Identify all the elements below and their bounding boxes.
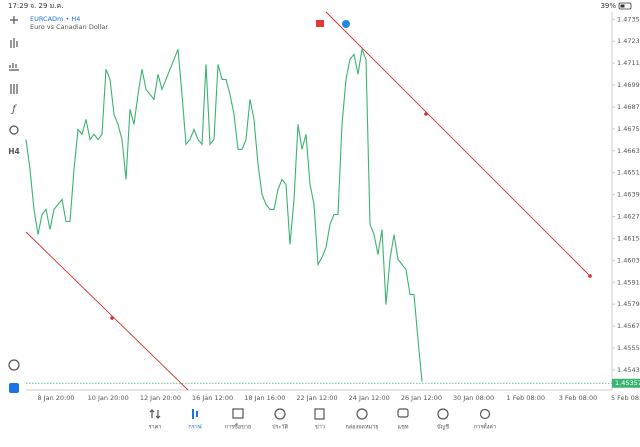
event-icon[interactable]: [316, 20, 324, 27]
nav-icon[interactable]: [274, 408, 286, 420]
x-tick-label: 5 Feb 08:00: [611, 394, 640, 402]
x-tick-label: 22 Jan 12:00: [296, 394, 337, 402]
nav-label[interactable]: การซื้อขาย: [225, 423, 251, 431]
nav-icon[interactable]: [314, 408, 325, 420]
x-tick-label: 24 Jan 12:00: [349, 394, 390, 402]
x-tick-label: 12 Jan 20:00: [140, 394, 181, 402]
x-tick-label: 26 Jan 12:00: [401, 394, 442, 402]
y-tick-label: 1.46270: [617, 213, 640, 221]
current-price-box: [612, 378, 640, 388]
settings-icon[interactable]: [10, 84, 18, 94]
nav-label[interactable]: ราคา: [149, 425, 162, 431]
nav-label[interactable]: บัญชี: [437, 424, 449, 431]
indicators-icon[interactable]: [9, 63, 19, 71]
timeframe[interactable]: H4: [8, 147, 20, 156]
x-tick-label: 3 Feb 08:00: [559, 394, 598, 402]
candles-icon[interactable]: [10, 38, 18, 48]
y-tick-label: 1.45790: [617, 300, 640, 308]
y-tick-label: 1.46750: [617, 125, 640, 133]
status-time: 17:29: [8, 2, 28, 10]
status-date: จ. 29 ม.ค.: [30, 2, 63, 10]
nav-icon[interactable]: [479, 408, 491, 420]
y-tick-label: 1.46510: [617, 169, 640, 177]
y-tick-label: 1.45430: [617, 366, 640, 374]
x-tick-label: 18 Jan 16:00: [244, 394, 285, 402]
nav-icon[interactable]: [356, 408, 368, 420]
x-tick-label: 10 Jan 20:00: [88, 394, 129, 402]
nav-label[interactable]: การตั้งค่า: [474, 423, 496, 431]
nav-icon[interactable]: [437, 408, 449, 420]
crosshair-icon[interactable]: [10, 16, 18, 24]
x-tick-label: 8 Jan 20:00: [37, 394, 74, 402]
trend-point[interactable]: [110, 316, 114, 320]
battery-level: [620, 4, 625, 8]
y-tick-label: 1.45910: [617, 278, 640, 286]
symbol-name[interactable]: EURCADm • H4: [30, 15, 80, 23]
trade-icon[interactable]: [9, 383, 19, 393]
x-tick-label: 16 Jan 12:00: [192, 394, 233, 402]
y-tick-label: 1.47110: [617, 59, 640, 67]
y-tick-label: 1.46150: [617, 234, 640, 242]
nav-label[interactable]: กราฟ: [188, 424, 201, 431]
nav-label[interactable]: ข่าว: [315, 425, 325, 431]
y-tick-label: 1.47350: [617, 15, 640, 23]
symbol-description: Euro vs Canadian Dollar: [30, 23, 108, 31]
nav-label[interactable]: กล่องจดหมาย: [345, 425, 378, 431]
oneclick-icon[interactable]: [8, 359, 20, 371]
nav-icons: [149, 408, 491, 420]
price-line: [25, 47, 423, 382]
y-tick-label: 1.45670: [617, 322, 640, 330]
trend-point[interactable]: [588, 274, 592, 278]
nav-icon[interactable]: [192, 409, 198, 419]
y-tick-label: 1.46030: [617, 256, 640, 264]
trend-point[interactable]: [424, 112, 428, 116]
x-tick-label: 1 Feb 08:00: [507, 394, 546, 402]
y-tick-label: 1.46630: [617, 147, 640, 155]
nav-label[interactable]: ประวัติ: [272, 424, 288, 431]
status-battery: 39%: [600, 2, 616, 10]
toolbar: ƒ H4: [8, 16, 20, 393]
x-tick-label: 30 Jan 08:00: [453, 394, 494, 402]
y-tick-label: 1.47230: [617, 37, 640, 45]
event-icon[interactable]: [342, 20, 350, 28]
y-tick-label: 1.45550: [617, 344, 640, 352]
plot: [25, 47, 423, 382]
nav-icon[interactable]: [232, 408, 244, 419]
y-tick-label: 1.46390: [617, 191, 640, 199]
function-icon[interactable]: ƒ: [10, 104, 17, 115]
trend-line[interactable]: [25, 231, 189, 391]
nav-icon[interactable]: [149, 409, 161, 419]
objects-icon[interactable]: [9, 125, 19, 135]
trend-line[interactable]: [325, 11, 591, 277]
current-price-label: 1.45357: [615, 379, 640, 387]
nav-label[interactable]: แชท: [398, 424, 409, 431]
nav-icon[interactable]: [397, 408, 409, 418]
battery-icon: [618, 2, 632, 10]
y-tick-label: 1.46990: [617, 81, 640, 89]
y-tick-label: 1.46870: [617, 103, 640, 111]
